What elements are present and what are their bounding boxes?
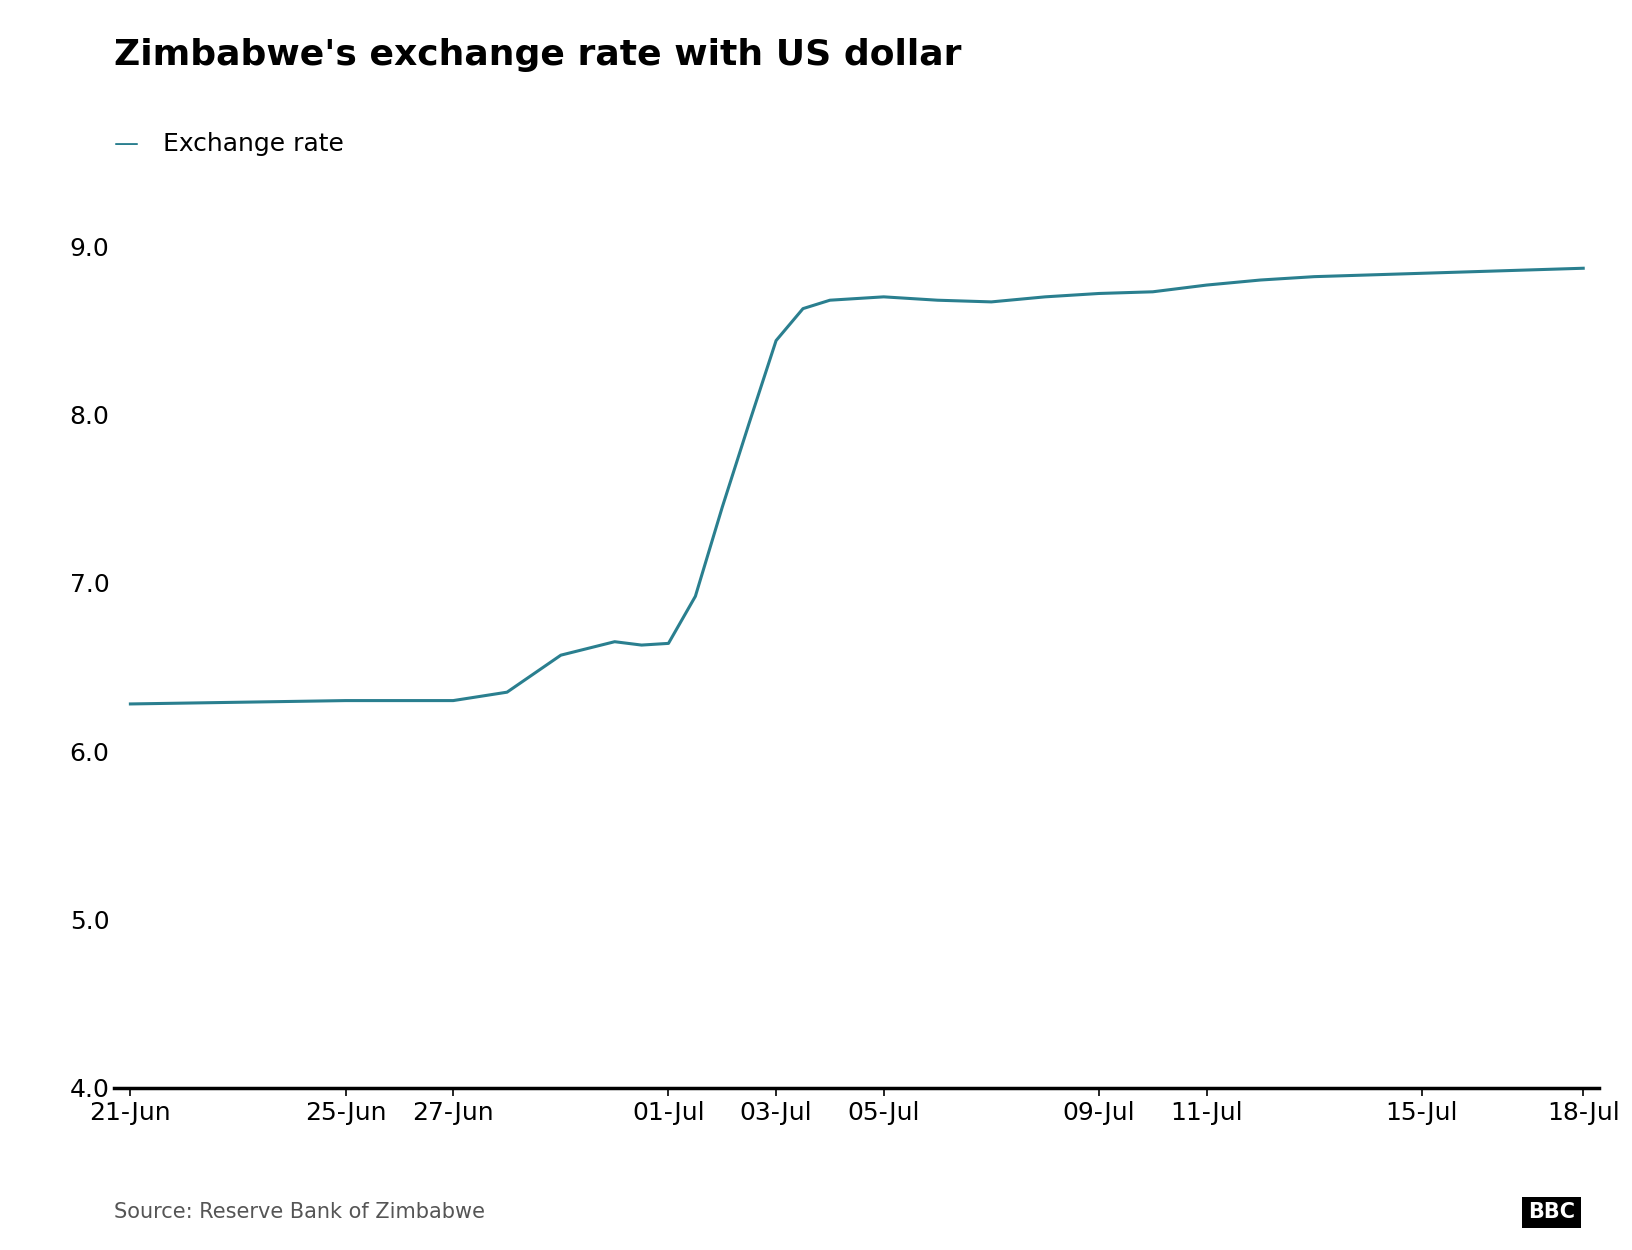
Text: Exchange rate: Exchange rate: [163, 131, 344, 156]
Text: BBC: BBC: [1528, 1202, 1575, 1222]
Text: —: —: [114, 131, 139, 156]
Text: Zimbabwe's exchange rate with US dollar: Zimbabwe's exchange rate with US dollar: [114, 38, 961, 71]
Text: Source: Reserve Bank of Zimbabwe: Source: Reserve Bank of Zimbabwe: [114, 1202, 485, 1222]
